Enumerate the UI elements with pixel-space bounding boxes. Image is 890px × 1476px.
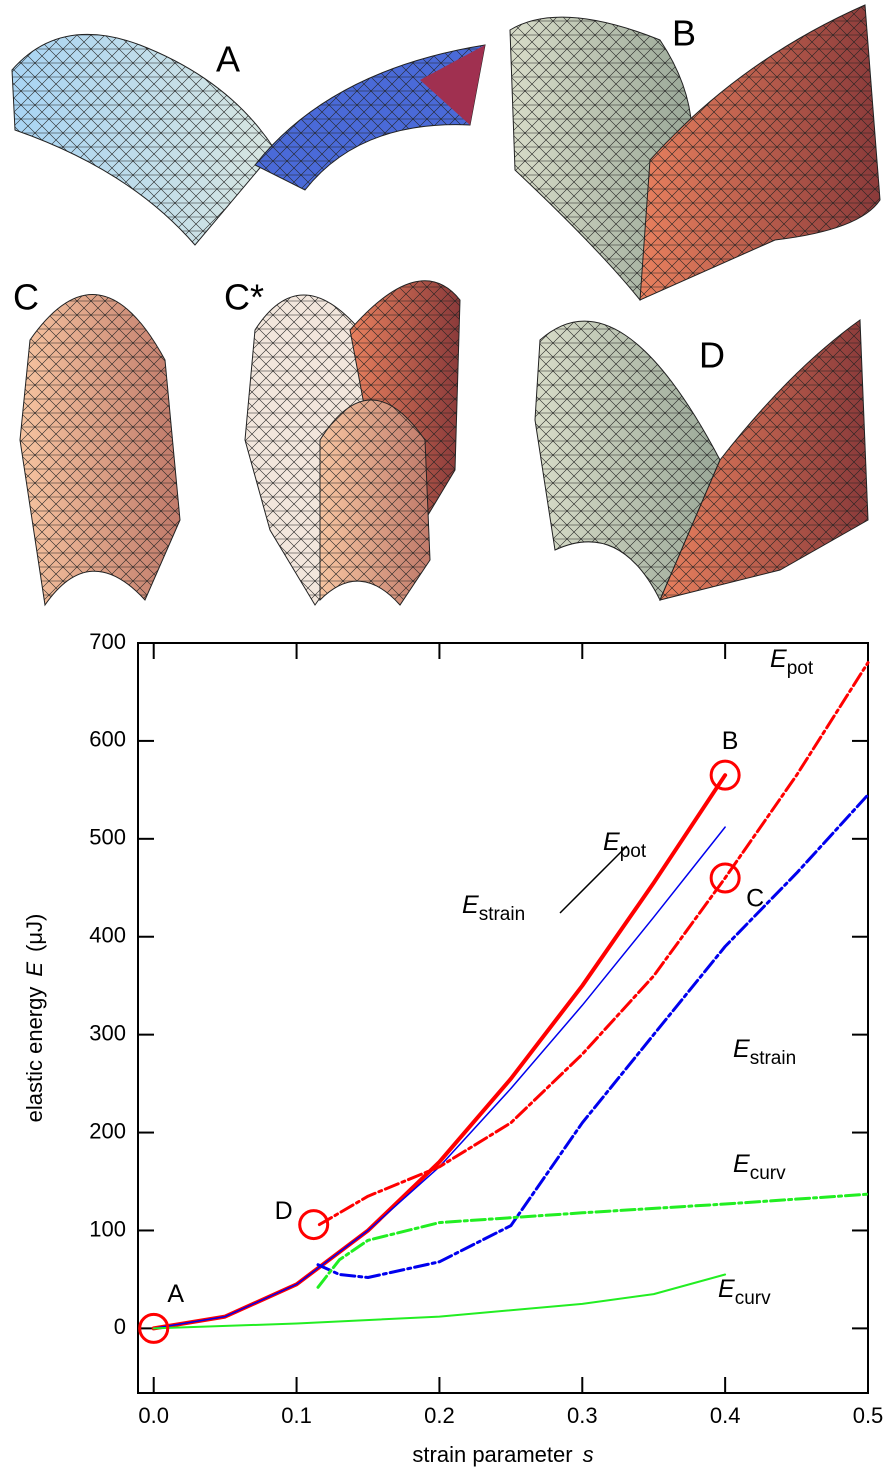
series-label: Estrain (462, 891, 525, 925)
series-label-sub: strain (750, 1048, 796, 1069)
y-tick-label: 200 (89, 1118, 126, 1143)
series-label: Estrain (733, 1035, 796, 1069)
state-label: B (722, 727, 739, 755)
series-label-main: E (462, 891, 479, 919)
state-marker (138, 1312, 170, 1344)
panel-label: D (699, 335, 725, 376)
x-tick-label: 0.3 (567, 1403, 598, 1428)
panel-label: A (216, 39, 240, 80)
y-axis-label-symbol: E (22, 962, 47, 977)
panel-label: B (672, 13, 696, 54)
series-label-main: E (603, 828, 620, 856)
series-label: Epot (603, 828, 647, 862)
leader-line (559, 845, 628, 914)
series-label: Ecurv (733, 1150, 786, 1184)
state-label: A (167, 1280, 184, 1308)
series-label-main: E (733, 1150, 750, 1178)
y-tick-label: 0 (114, 1314, 126, 1339)
x-tick-label: 0.5 (853, 1403, 884, 1428)
state-label: D (275, 1197, 293, 1225)
x-axis-label: strain parameter s (412, 1442, 593, 1467)
state-marker (298, 1209, 330, 1241)
series-label-sub: pot (787, 658, 814, 679)
plot-frame (137, 642, 869, 1394)
energy-chart: 0 100 200 300 400 500 600 700 0.0 0.1 0.2 0.3 0.4 0.5… (22, 629, 883, 1467)
surface-renders (11, 4, 881, 607)
state-marker (709, 759, 741, 791)
x-axis-label-symbol: s (583, 1442, 594, 1467)
y-tick-label: 400 (89, 923, 126, 948)
series-label: Epot (770, 645, 814, 679)
x-axis-label-text: strain parameter (412, 1442, 572, 1467)
state-marker (709, 862, 741, 894)
series-label-main: E (718, 1275, 735, 1303)
y-tick-label: 500 (89, 825, 126, 850)
y-tick-label: 100 (89, 1216, 126, 1241)
panel-label: C (13, 277, 39, 318)
series-label-main: E (770, 645, 787, 673)
data-line (316, 793, 870, 1279)
series-label-sub: strain (479, 904, 525, 925)
x-tick-label: 0.2 (424, 1403, 455, 1428)
series-label-sub: pot (620, 841, 647, 862)
y-axis-label: elastic energy E (μJ) (22, 914, 47, 1123)
y-tick-label: 700 (89, 629, 126, 654)
data-line (317, 661, 870, 1227)
series-label-sub: curv (735, 1288, 771, 1309)
data-line (316, 1192, 870, 1289)
data-line (152, 1273, 727, 1330)
series-label: Ecurv (718, 1275, 771, 1309)
series-label-main: E (733, 1035, 750, 1063)
y-axis-label-unit: (μJ) (22, 914, 47, 952)
x-tick-label: 0.0 (138, 1403, 169, 1428)
y-axis-label-text: elastic energy (22, 987, 47, 1123)
y-tick-label: 600 (89, 727, 126, 752)
x-tick-label: 0.4 (710, 1403, 741, 1428)
y-tick-label: 300 (89, 1020, 126, 1045)
state-label: C (746, 885, 764, 913)
series-label-sub: curv (750, 1163, 786, 1184)
x-tick-label: 0.1 (281, 1403, 312, 1428)
panel-label: C* (224, 277, 264, 318)
